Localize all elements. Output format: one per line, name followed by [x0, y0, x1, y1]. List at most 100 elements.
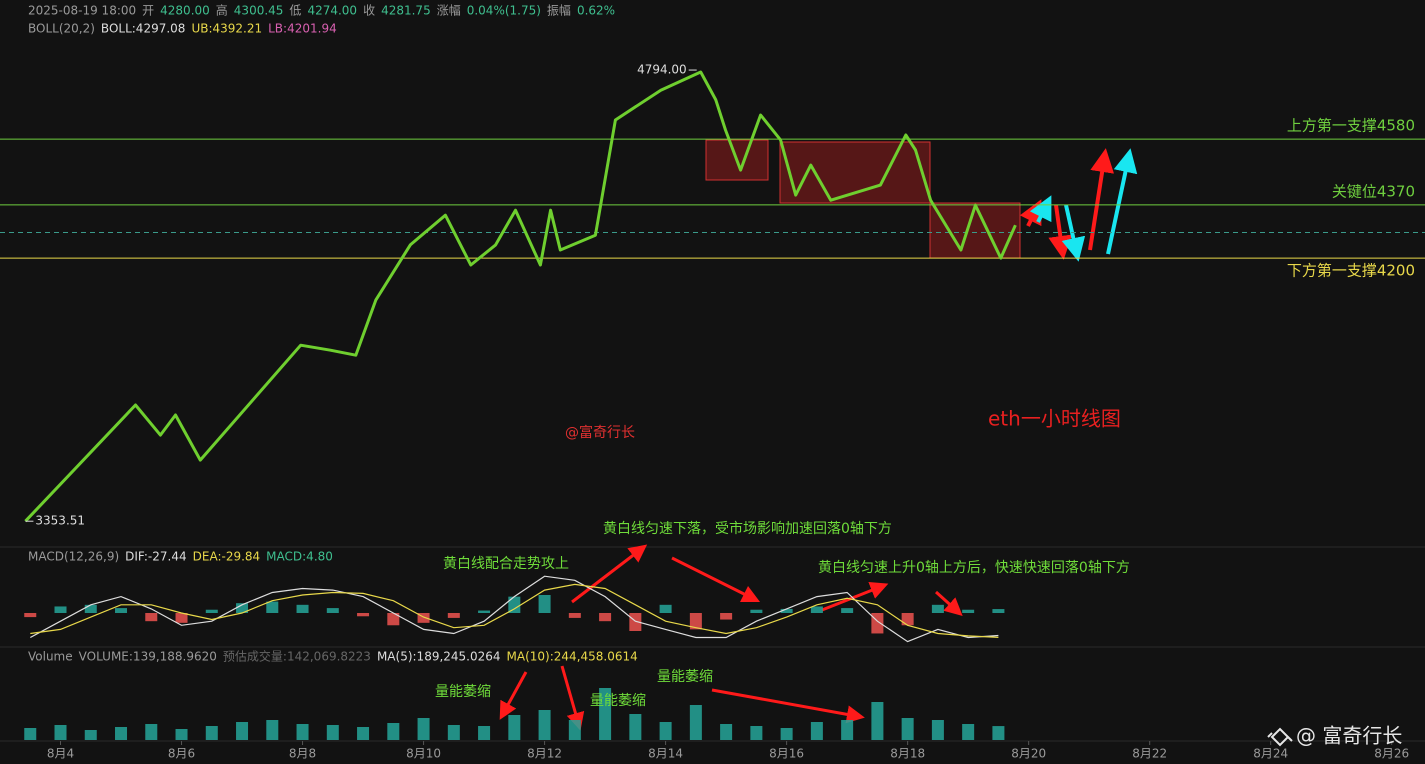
legend-text: 低	[289, 4, 301, 18]
arrow	[1061, 204, 1086, 262]
legend-text: DIF:-27.44	[125, 550, 186, 564]
bar	[538, 595, 551, 613]
arrow	[1029, 195, 1052, 223]
bar	[750, 726, 763, 740]
legend-text: MACD:4.80	[266, 550, 333, 564]
bar	[871, 613, 884, 634]
bar	[992, 609, 1005, 613]
bar	[962, 724, 975, 740]
price-line	[24, 70, 1017, 523]
legend-text: 收	[363, 4, 375, 18]
bar	[145, 613, 158, 622]
legend-text: 2025-08-19 18:00	[28, 4, 136, 18]
x-tick-label: 8月6	[168, 747, 195, 761]
bar	[357, 613, 370, 617]
legend-text: MACD(12,26,9)	[28, 550, 119, 564]
bar	[568, 613, 581, 618]
bar	[901, 613, 914, 626]
bar	[447, 613, 460, 618]
legend-text: BOLL(20,2)	[28, 22, 95, 36]
bar	[508, 715, 521, 740]
annotation: eth一小时线图	[988, 407, 1121, 431]
bar	[780, 728, 793, 740]
legend-text: 高	[216, 3, 228, 18]
bar	[568, 720, 581, 740]
arrow	[711, 688, 865, 724]
bar	[689, 705, 702, 740]
bar	[810, 606, 823, 613]
bar	[387, 613, 400, 626]
legend-text: BOLL:4297.08	[101, 22, 186, 36]
legend-text: 预估成交量:142,069.8223	[223, 649, 371, 664]
legend-text: 开	[142, 4, 154, 18]
legend-text: DEA:-29.84	[193, 550, 261, 564]
x-tick-label: 8月24	[1253, 747, 1288, 761]
range-box	[705, 139, 769, 181]
x-tick-label: 8月20	[1011, 747, 1046, 761]
bar	[931, 604, 944, 613]
annotation: 量能萎缩	[435, 684, 491, 700]
bar	[326, 608, 339, 613]
low-label: 3353.51	[35, 514, 85, 528]
legend-text: 4274.00	[307, 4, 357, 18]
annotation: 黄白线匀速下落，受市场影响加速回落0轴下方	[603, 520, 892, 537]
bar	[841, 608, 854, 613]
bar	[780, 608, 793, 613]
annotation: @富奇行长	[565, 424, 635, 441]
bar	[54, 606, 67, 613]
level-label: 上方第一支撑4580	[1287, 117, 1415, 135]
bar	[387, 723, 400, 740]
bar	[750, 609, 763, 613]
legend-text: 0.62%	[577, 4, 615, 18]
bar	[447, 725, 460, 740]
arrow	[571, 544, 648, 604]
level-label: 关键位4370	[1332, 182, 1415, 200]
bar	[84, 730, 97, 740]
bar	[992, 726, 1005, 740]
bar	[24, 728, 37, 740]
legend-text: 4300.45	[234, 4, 284, 18]
high-label: 4794.00	[637, 63, 687, 77]
bar	[508, 596, 521, 613]
arrow	[934, 590, 963, 617]
bar	[599, 688, 612, 740]
bar	[962, 609, 975, 613]
bar	[296, 724, 309, 740]
legend-text: LB:4201.94	[268, 22, 337, 36]
bar	[629, 714, 642, 740]
bar	[931, 720, 944, 740]
bar	[478, 726, 491, 740]
bar	[720, 724, 733, 740]
x-tick-label: 8月14	[648, 747, 683, 761]
bar	[326, 725, 339, 740]
bar	[538, 710, 551, 740]
bar	[266, 720, 279, 740]
bar	[659, 604, 672, 613]
x-tick-label: 8月16	[769, 747, 804, 761]
bar	[175, 613, 188, 623]
bar	[145, 724, 158, 740]
bar	[236, 722, 249, 740]
annotation: 黄白线配合走势攻上	[443, 555, 569, 572]
bar	[205, 726, 218, 740]
bar	[629, 613, 642, 631]
arrow	[560, 665, 585, 731]
bar	[417, 613, 430, 623]
level-label: 下方第一支撑4200	[1287, 262, 1415, 280]
annotation: @ 富奇行长	[1296, 724, 1402, 748]
x-tick-label: 8月18	[890, 747, 925, 761]
x-tick-label: 8月10	[406, 747, 441, 761]
bar	[841, 720, 854, 740]
legend-text: 0.04%(1.75)	[467, 4, 541, 18]
x-tick-label: 8月26	[1374, 747, 1409, 761]
bar	[478, 610, 491, 613]
legend-text: MA(5):189,245.0264	[377, 650, 501, 664]
annotation: 黄白线匀速上升0轴上方后，快速快速回落0轴下方	[818, 559, 1130, 576]
bar	[417, 718, 430, 740]
arrow	[1048, 204, 1073, 260]
bar	[24, 613, 37, 618]
bar	[175, 729, 188, 740]
bar	[659, 722, 672, 740]
